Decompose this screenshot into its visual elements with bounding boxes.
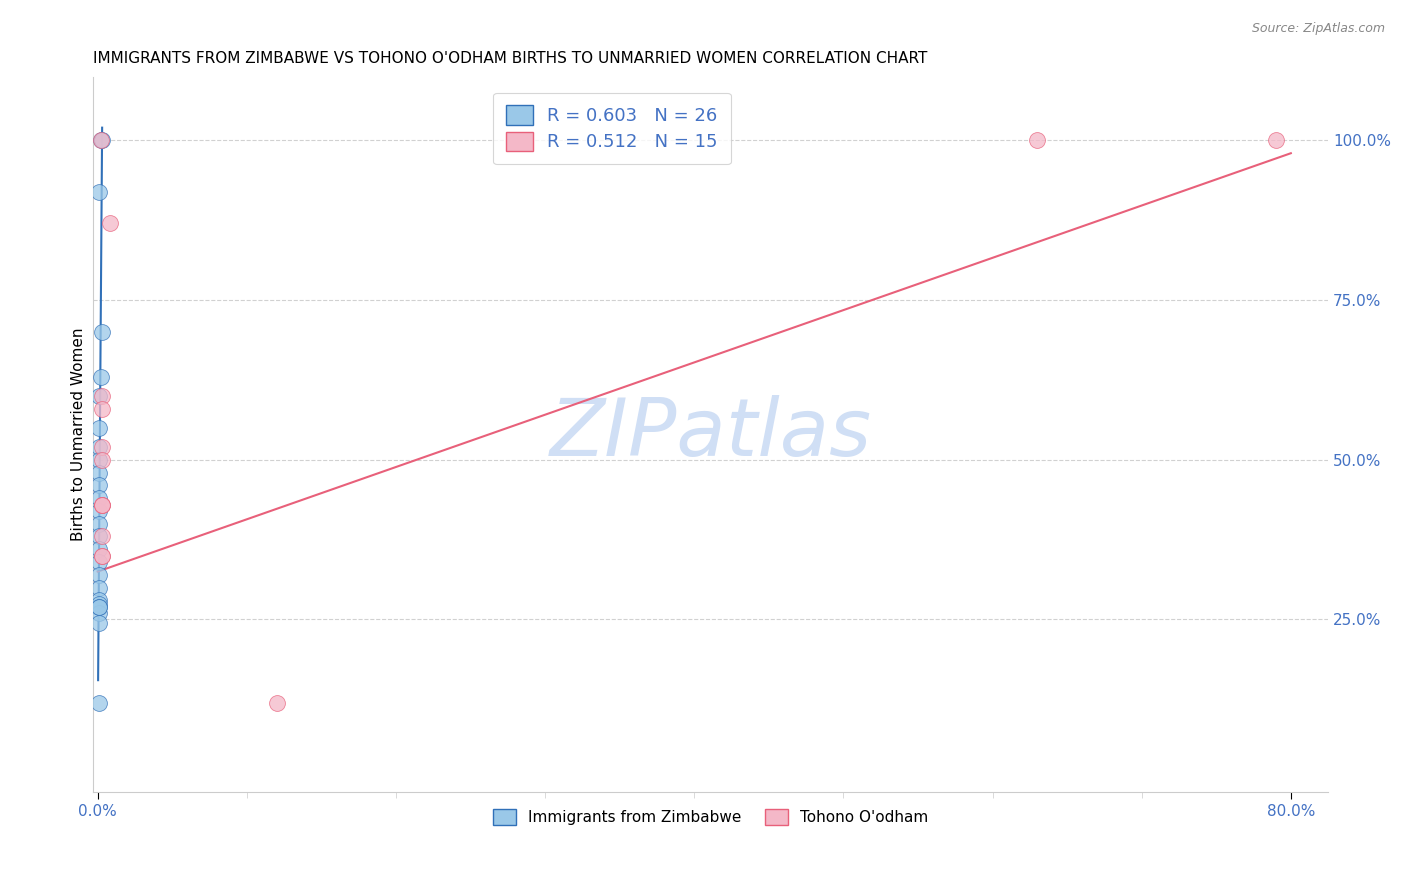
Text: IMMIGRANTS FROM ZIMBABWE VS TOHONO O'ODHAM BIRTHS TO UNMARRIED WOMEN CORRELATION: IMMIGRANTS FROM ZIMBABWE VS TOHONO O'ODH… — [93, 51, 928, 66]
Point — [87, 491, 110, 505]
Point — [91, 389, 114, 403]
Point — [87, 567, 110, 582]
Point — [91, 440, 114, 454]
Point — [87, 615, 110, 630]
Point — [1264, 133, 1286, 147]
Point — [87, 452, 110, 467]
Point — [87, 696, 110, 710]
Y-axis label: Births to Unmarried Women: Births to Unmarried Women — [72, 327, 86, 541]
Point — [91, 498, 114, 512]
Point — [266, 696, 288, 710]
Point — [87, 597, 110, 611]
Point — [87, 440, 110, 454]
Point — [98, 217, 121, 231]
Point — [87, 599, 110, 614]
Point — [87, 542, 110, 557]
Point — [87, 421, 110, 435]
Point — [87, 606, 110, 620]
Point — [87, 466, 110, 480]
Point — [87, 516, 110, 531]
Point — [91, 549, 114, 563]
Point — [87, 478, 110, 492]
Point — [91, 452, 114, 467]
Point — [87, 581, 110, 595]
Point — [90, 133, 112, 147]
Point — [91, 325, 114, 339]
Point — [91, 133, 114, 147]
Point — [87, 599, 110, 614]
Point — [89, 185, 111, 199]
Point — [87, 389, 110, 403]
Point — [1026, 133, 1049, 147]
Point — [91, 498, 114, 512]
Point — [90, 369, 112, 384]
Point — [91, 401, 114, 416]
Point — [91, 529, 114, 543]
Text: ZIPatlas: ZIPatlas — [550, 395, 872, 474]
Point — [87, 529, 110, 543]
Point — [87, 555, 110, 569]
Point — [91, 498, 114, 512]
Text: Source: ZipAtlas.com: Source: ZipAtlas.com — [1251, 22, 1385, 36]
Point — [87, 504, 110, 518]
Legend: Immigrants from Zimbabwe, Tohono O'odham: Immigrants from Zimbabwe, Tohono O'odham — [484, 799, 938, 834]
Point — [90, 133, 112, 147]
Point — [91, 549, 114, 563]
Point — [87, 593, 110, 607]
